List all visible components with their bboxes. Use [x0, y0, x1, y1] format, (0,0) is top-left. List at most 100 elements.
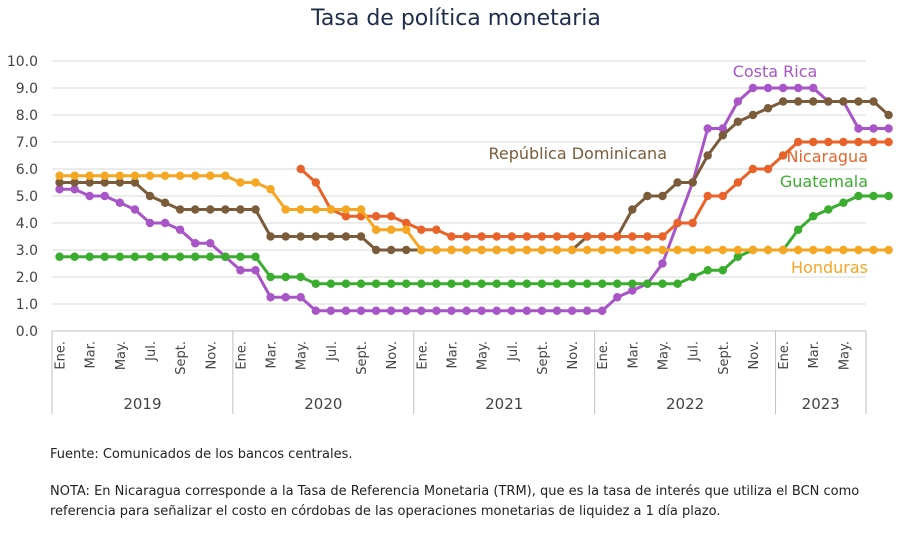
data-point	[191, 239, 200, 248]
data-point	[793, 137, 803, 147]
data-point	[251, 178, 260, 187]
data-point	[281, 205, 290, 214]
data-point	[356, 205, 366, 214]
data-point	[341, 205, 351, 214]
data-point	[462, 245, 471, 255]
data-point	[492, 306, 501, 315]
data-point	[628, 286, 637, 295]
data-point	[100, 171, 109, 180]
series-labels: Costa Rica República Dominicana Nicaragua G…	[488, 62, 868, 277]
data-point	[462, 306, 471, 315]
data-point	[311, 178, 320, 187]
x-tick-label: Mar.	[626, 341, 641, 368]
data-point	[206, 205, 215, 214]
data-point	[447, 279, 456, 288]
data-point	[175, 225, 185, 234]
data-point	[55, 171, 64, 180]
data-point	[266, 232, 275, 241]
data-point	[643, 279, 652, 288]
data-point	[824, 245, 833, 255]
data-point	[522, 245, 532, 255]
data-point	[854, 191, 863, 201]
data-point	[854, 97, 863, 106]
data-point	[311, 205, 320, 214]
data-point	[371, 245, 381, 255]
data-point	[70, 178, 79, 187]
data-point	[492, 232, 501, 241]
data-point	[688, 178, 697, 187]
y-tick-label: 0.0	[16, 324, 38, 340]
data-point	[115, 171, 125, 180]
data-point	[703, 151, 712, 160]
data-point	[462, 279, 471, 288]
data-point	[809, 97, 818, 106]
data-point	[582, 232, 592, 241]
data-point	[703, 124, 712, 133]
data-point	[582, 245, 592, 255]
data-point	[854, 137, 863, 147]
data-point	[402, 245, 411, 255]
x-tick-label: Ene.	[415, 341, 430, 370]
data-point	[492, 245, 501, 255]
data-point	[115, 198, 125, 207]
data-point	[884, 124, 893, 133]
data-point	[281, 293, 290, 302]
x-tick-label: Mar.	[84, 341, 99, 368]
data-point	[673, 178, 682, 187]
data-point	[341, 279, 351, 288]
data-point	[296, 232, 305, 241]
data-point	[703, 266, 712, 275]
x-tick-label: Sept.	[174, 341, 189, 375]
data-point	[869, 137, 878, 147]
series-line	[299, 140, 889, 238]
data-point	[522, 279, 532, 288]
data-point	[824, 137, 833, 147]
data-point	[567, 245, 577, 255]
data-point	[688, 218, 697, 228]
data-point	[341, 306, 351, 315]
data-point	[628, 245, 637, 255]
data-point	[115, 252, 125, 261]
data-point	[266, 185, 275, 194]
data-point	[236, 205, 245, 214]
data-point	[718, 245, 727, 255]
data-point	[763, 164, 773, 174]
series-label: Honduras	[791, 258, 868, 277]
x-tick-label: May.	[476, 341, 491, 370]
data-point	[628, 279, 637, 288]
data-point	[85, 171, 94, 180]
data-point	[613, 279, 622, 288]
x-tick-label: Nov.	[747, 341, 762, 370]
data-point	[613, 232, 622, 241]
data-point	[326, 205, 336, 214]
data-point	[206, 171, 215, 180]
data-point	[221, 252, 230, 261]
data-point	[733, 245, 743, 255]
series-lines	[55, 83, 893, 315]
data-point	[281, 272, 290, 282]
data-point	[55, 252, 64, 261]
data-point	[160, 252, 170, 261]
data-point	[537, 279, 547, 288]
data-point	[688, 272, 697, 282]
x-tick-label: Ene.	[596, 341, 611, 370]
data-point	[673, 245, 682, 255]
data-point	[703, 245, 712, 255]
data-point	[643, 191, 652, 201]
x-tick-label: Sept.	[355, 341, 370, 375]
data-point	[296, 205, 305, 214]
data-point	[658, 191, 667, 201]
series-label: Costa Rica	[733, 62, 818, 81]
data-point	[477, 306, 486, 315]
y-tick-label: 2.0	[16, 270, 38, 286]
data-point	[718, 191, 727, 201]
data-point	[793, 97, 803, 106]
data-point	[85, 252, 94, 261]
data-point	[778, 97, 788, 106]
series-line	[59, 174, 889, 252]
data-point	[673, 279, 682, 288]
data-point	[598, 306, 607, 315]
data-point	[55, 185, 64, 194]
data-point	[130, 178, 140, 187]
x-tick-label: Jul.	[325, 341, 340, 362]
